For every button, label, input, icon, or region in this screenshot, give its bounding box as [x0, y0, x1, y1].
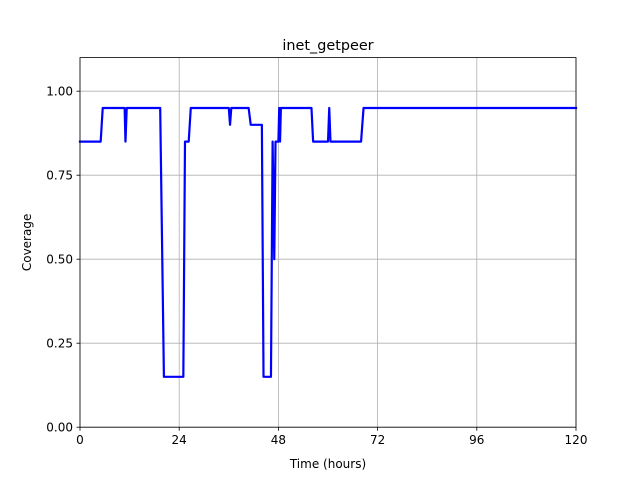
series-line-0	[78, 106, 578, 378]
x-tick-label: 120	[565, 433, 588, 447]
y-tick-label: 0.75	[46, 169, 73, 183]
series-layer	[78, 106, 578, 378]
y-axis: 0.00 0.25 0.50 0.75 1.00	[46, 85, 80, 435]
chart-title: inet_getpeer	[282, 38, 373, 54]
y-tick-label: 1.00	[46, 85, 73, 99]
x-tick-label: 72	[370, 433, 385, 447]
y-axis-label: Coverage	[20, 214, 34, 272]
plot-frame	[79, 57, 577, 428]
y-tick-label: 0.50	[46, 253, 73, 267]
x-tick-label: 24	[172, 433, 187, 447]
y-tick-label: 0.00	[46, 421, 73, 435]
x-tick-label: 48	[271, 433, 286, 447]
x-axis-label: Time (hours)	[289, 457, 366, 471]
x-tick-label: 96	[469, 433, 484, 447]
y-tick-label: 0.25	[46, 337, 73, 351]
x-axis: 0 24 48 72 96 120	[76, 427, 587, 447]
x-tick-label: 0	[76, 433, 84, 447]
